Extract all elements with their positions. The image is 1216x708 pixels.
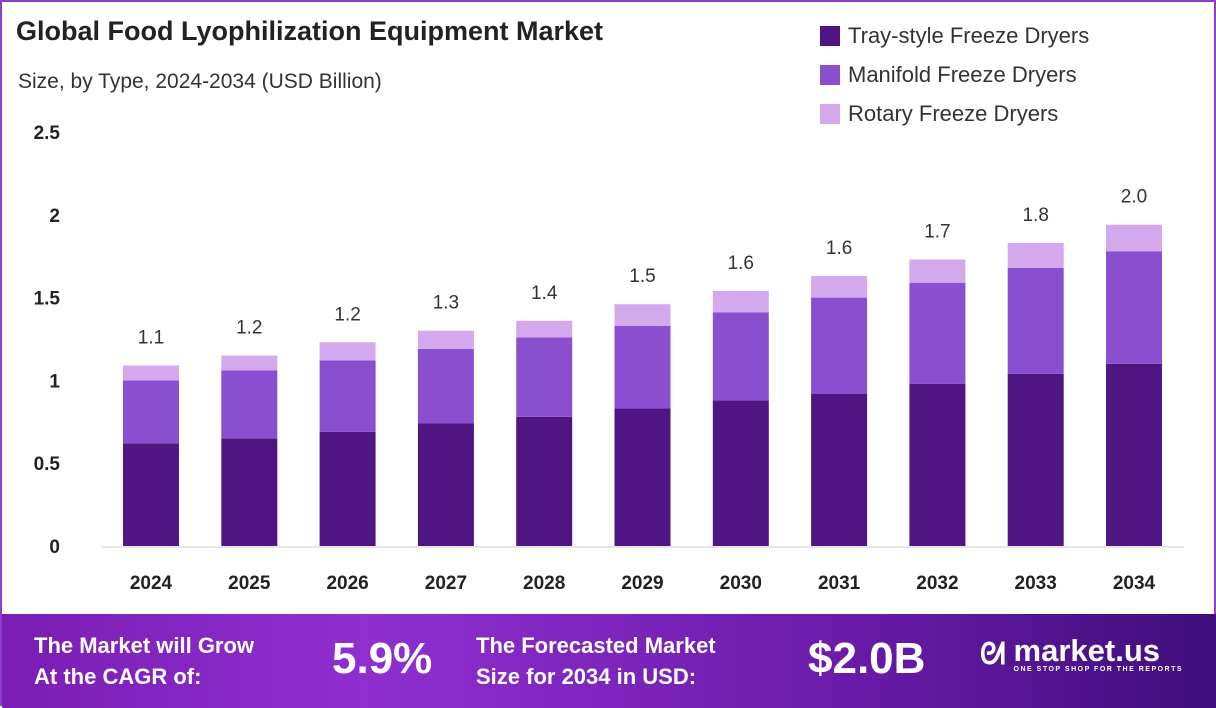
cagr-value: 5.9% <box>332 634 433 683</box>
x-tick-label: 2030 <box>720 573 762 594</box>
footer-banner: The Market will Grow At the CAGR of: 5.9%… <box>2 614 1216 708</box>
y-tick-label: 2 <box>49 206 60 227</box>
bar-segment-1 <box>712 400 769 546</box>
bar-segment-1 <box>123 443 179 546</box>
legend-item-tray: Tray-style Freeze Dryers <box>820 16 1089 55</box>
legend-label: Manifold Freeze Dryers <box>848 61 1077 87</box>
total-label: 1.2 <box>236 318 262 339</box>
total-label: 2.0 <box>1121 187 1147 208</box>
bar-segment-1 <box>614 408 671 546</box>
logo-icon: ᘛ <box>980 637 1006 671</box>
total-label: 1.7 <box>924 222 950 243</box>
y-tick-label: 0.5 <box>34 454 61 475</box>
y-tick-label: 1 <box>49 371 60 392</box>
bar-segment-2 <box>417 348 474 424</box>
total-label: 1.1 <box>138 327 164 348</box>
legend-swatch <box>820 25 840 46</box>
bar-segment-3 <box>712 290 769 313</box>
legend-item-rotary: Rotary Freeze Dryers <box>820 94 1089 133</box>
bar-segment-1 <box>417 423 474 546</box>
x-tick-label: 2033 <box>1015 573 1057 594</box>
bar-segment-1 <box>516 416 573 546</box>
x-tick-label: 2029 <box>621 573 663 594</box>
legend-label: Rotary Freeze Dryers <box>848 100 1059 126</box>
bar-segment-3 <box>811 276 868 298</box>
total-label: 1.6 <box>826 238 852 259</box>
total-label: 1.6 <box>728 253 754 274</box>
bar-segment-3 <box>417 330 474 349</box>
bar-segment-3 <box>123 365 179 381</box>
bar-chart: 0 0.5 1 1.5 2 2.5 1.1 2024 1.2 2025 1.2 2026 1.3 2027… <box>34 123 1184 594</box>
forecast-value: $2.0B <box>808 634 926 683</box>
bar-segment-2 <box>614 325 671 409</box>
bar-segment-1 <box>221 438 278 546</box>
bar-segment-3 <box>909 259 966 283</box>
bar-segment-1 <box>811 393 868 546</box>
x-tick-label: 2034 <box>1113 573 1156 594</box>
bar-segment-2 <box>319 360 376 432</box>
bar-segment-2 <box>811 297 868 394</box>
total-label: 1.4 <box>531 283 558 304</box>
x-tick-label: 2026 <box>326 573 368 594</box>
y-tick-label: 1.5 <box>34 289 61 310</box>
bar-segment-2 <box>221 370 278 439</box>
total-label: 1.8 <box>1022 205 1048 226</box>
legend-swatch <box>820 64 840 85</box>
bar-segment-2 <box>516 337 573 417</box>
bar-segment-1 <box>1007 373 1064 546</box>
bar-segment-2 <box>909 282 966 384</box>
x-tick-label: 2025 <box>228 573 271 594</box>
bar-segment-2 <box>1007 267 1064 374</box>
bar-segment-3 <box>614 304 671 326</box>
bar-segment-3 <box>319 342 376 361</box>
market-us-logo: ᘛ market.us ONE STOP SHOP FOR THE REPORTS <box>980 633 1184 673</box>
total-label: 1.2 <box>334 304 360 325</box>
x-tick-label: 2027 <box>425 573 467 594</box>
x-tick-label: 2024 <box>130 573 173 594</box>
bar-segment-2 <box>712 312 769 401</box>
legend-swatch <box>820 103 840 124</box>
chart-title: Global Food Lyophilization Equipment Mar… <box>16 16 603 46</box>
bar-segment-1 <box>319 431 376 546</box>
bar-segment-2 <box>123 380 179 444</box>
x-tick-label: 2032 <box>916 573 958 594</box>
bar-segment-1 <box>909 383 966 546</box>
total-label: 1.5 <box>629 266 655 287</box>
x-tick-label: 2028 <box>523 573 565 594</box>
legend: Tray-style Freeze Dryers Manifold Freeze… <box>820 16 1089 133</box>
legend-item-manifold: Manifold Freeze Dryers <box>820 55 1089 94</box>
total-label: 1.3 <box>433 293 459 314</box>
y-tick-label: 0 <box>49 537 60 558</box>
chart-subtitle: Size, by Type, 2024-2034 (USD Billion) <box>18 70 382 93</box>
y-tick-label: 2.5 <box>34 123 61 144</box>
bar-segment-3 <box>1007 242 1064 268</box>
bar-segment-3 <box>1106 224 1162 252</box>
bar-segment-2 <box>1106 251 1162 364</box>
cagr-text: The Market will Grow At the CAGR of: <box>34 633 255 689</box>
bar-segment-3 <box>221 355 278 371</box>
bar-segment-1 <box>1106 363 1162 546</box>
bar-segment-3 <box>516 320 573 338</box>
x-tick-label: 2031 <box>818 573 861 594</box>
legend-label: Tray-style Freeze Dryers <box>848 22 1090 48</box>
forecast-text: The Forecasted Market Size for 2034 in US… <box>476 633 716 689</box>
